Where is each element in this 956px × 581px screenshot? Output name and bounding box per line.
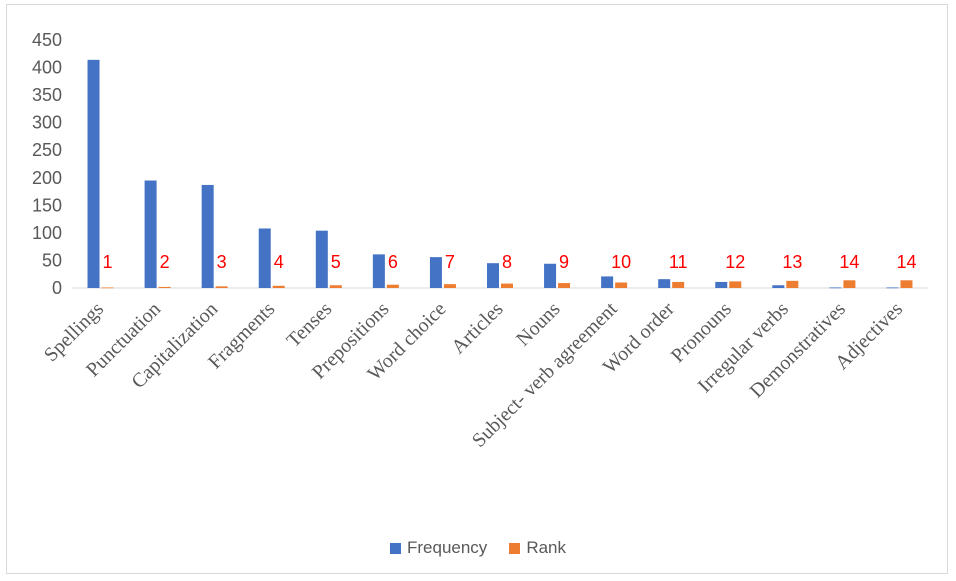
bar-rank-3 bbox=[272, 285, 285, 288]
rank-data-labels: 1 2 3 4 5 6 7 8 9 10 11 12 13 14 14 bbox=[103, 252, 917, 272]
bar-rank-12 bbox=[786, 280, 799, 288]
bar-rank-13 bbox=[843, 280, 856, 288]
bar-frequency-14 bbox=[886, 287, 899, 289]
rank-data-label: 9 bbox=[559, 252, 569, 272]
x-axis-ticks: SpellingsPunctuationCapitalizationFragme… bbox=[40, 298, 907, 452]
bar-frequency-2 bbox=[201, 184, 214, 288]
bar-rank-4 bbox=[329, 285, 342, 288]
y-tick-label: 50 bbox=[42, 250, 62, 270]
bar-frequency-1 bbox=[144, 180, 157, 288]
x-tick-label: Articles bbox=[447, 298, 507, 358]
bar-frequency-10 bbox=[658, 279, 671, 288]
rank-data-label: 10 bbox=[611, 252, 631, 272]
legend-swatch-rank bbox=[509, 542, 521, 554]
y-tick-label: 250 bbox=[32, 140, 62, 160]
bar-rank-6 bbox=[443, 284, 456, 288]
bar-rank-8 bbox=[558, 283, 571, 288]
rank-data-label: 13 bbox=[782, 252, 802, 272]
bar-rank-7 bbox=[501, 283, 513, 288]
y-tick-label: 100 bbox=[32, 223, 62, 243]
y-tick-label: 450 bbox=[32, 30, 62, 50]
rank-data-label: 2 bbox=[160, 252, 170, 272]
rank-data-label: 5 bbox=[331, 252, 341, 272]
y-axis-ticks: 0 50 100 150 200 250 300 350 400 450 bbox=[32, 30, 62, 298]
bar-rank-1 bbox=[158, 286, 171, 288]
rank-data-label: 14 bbox=[896, 252, 916, 272]
bar-frequency-6 bbox=[429, 257, 442, 288]
bar-frequency-4 bbox=[315, 230, 328, 288]
rank-data-label: 3 bbox=[217, 252, 227, 272]
rank-data-label: 6 bbox=[388, 252, 398, 272]
y-tick-label: 200 bbox=[32, 168, 62, 188]
rank-data-label: 14 bbox=[839, 252, 859, 272]
bar-frequency-13 bbox=[829, 287, 842, 289]
legend-item-frequency: Frequency bbox=[389, 538, 488, 558]
x-tick-label: Nouns bbox=[512, 298, 565, 351]
legend: Frequency Rank bbox=[0, 538, 956, 558]
y-tick-label: 0 bbox=[52, 278, 62, 298]
bars bbox=[87, 59, 913, 289]
y-tick-label: 400 bbox=[32, 58, 62, 78]
bar-rank-2 bbox=[215, 286, 228, 288]
rank-data-label: 12 bbox=[725, 252, 745, 272]
y-tick-label: 300 bbox=[32, 113, 62, 133]
x-tick-label: Tenses bbox=[282, 298, 336, 352]
rank-data-label: 7 bbox=[445, 252, 455, 272]
y-tick-label: 350 bbox=[32, 85, 62, 105]
bar-rank-0 bbox=[101, 287, 114, 289]
legend-swatch-frequency bbox=[389, 542, 401, 554]
bar-rank-14 bbox=[900, 280, 913, 288]
legend-label-frequency: Frequency bbox=[406, 538, 488, 557]
bar-frequency-8 bbox=[544, 263, 557, 288]
rank-data-label: 4 bbox=[274, 252, 284, 272]
rank-data-label: 11 bbox=[669, 252, 688, 272]
legend-label-rank: Rank bbox=[526, 538, 566, 557]
bar-frequency-12 bbox=[772, 285, 785, 288]
bar-frequency-11 bbox=[715, 281, 728, 288]
bar-frequency-9 bbox=[601, 276, 614, 288]
chart-area bbox=[6, 4, 948, 574]
bar-rank-9 bbox=[615, 282, 628, 288]
bar-rank-5 bbox=[386, 284, 399, 288]
y-tick-label: 150 bbox=[32, 195, 62, 215]
bar-frequency-5 bbox=[372, 254, 385, 288]
bar-rank-11 bbox=[729, 281, 742, 288]
bar-rank-10 bbox=[672, 281, 685, 288]
legend-item-rank: Rank bbox=[509, 538, 566, 558]
rank-data-label: 1 bbox=[103, 252, 113, 272]
bar-frequency-3 bbox=[258, 228, 271, 288]
bar-frequency-7 bbox=[487, 263, 499, 288]
rank-data-label: 8 bbox=[502, 252, 512, 272]
bar-frequency-0 bbox=[87, 59, 100, 289]
